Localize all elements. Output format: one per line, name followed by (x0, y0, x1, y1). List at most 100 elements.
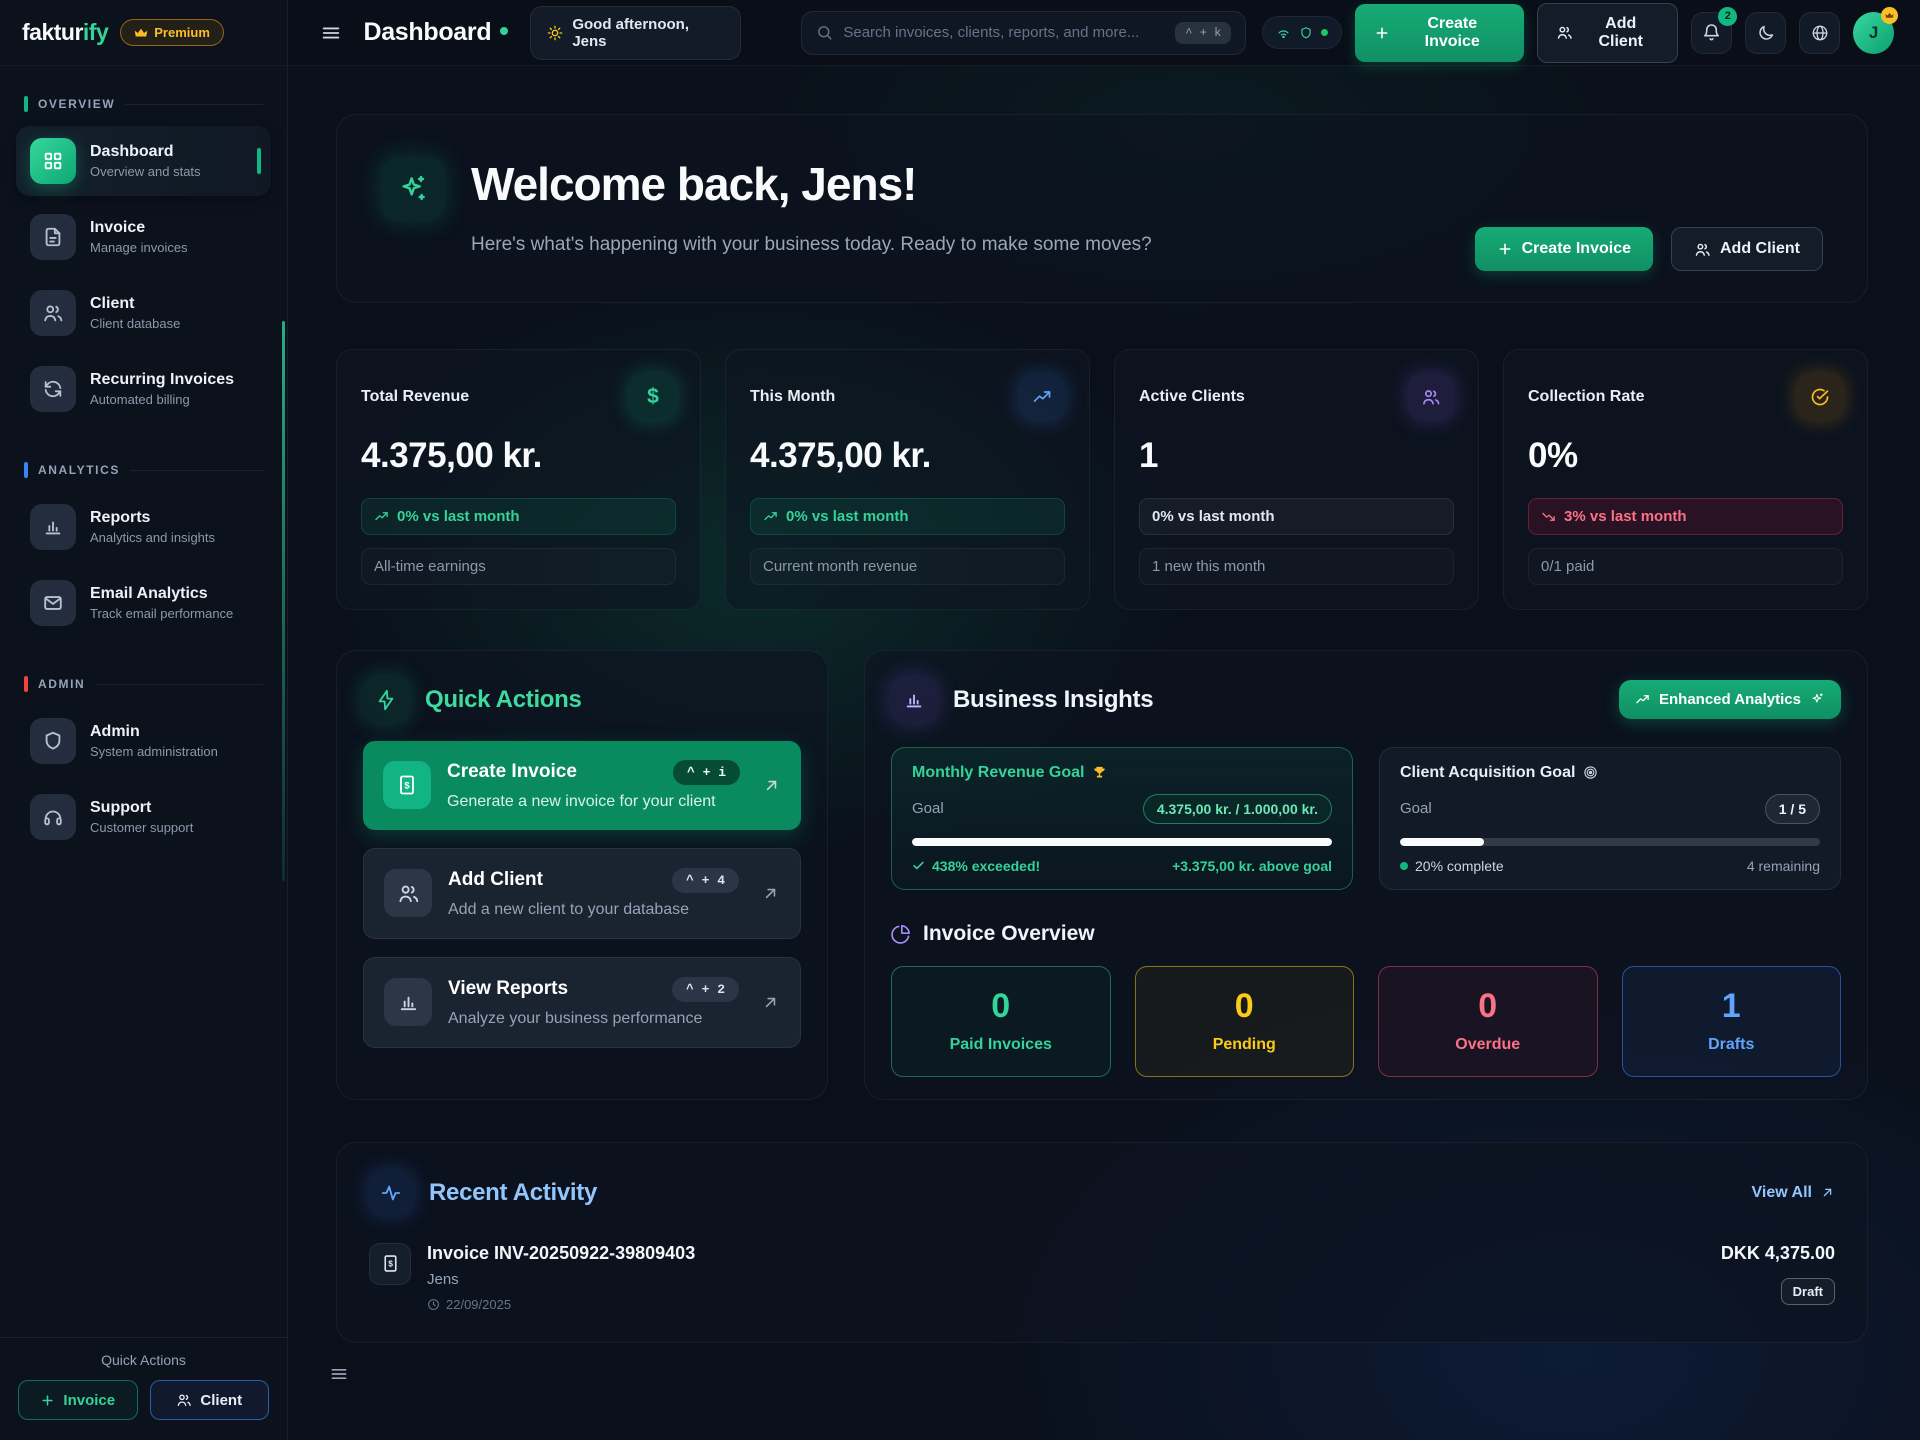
sidebar-scrollbar[interactable] (282, 321, 285, 881)
sidebar-client-button[interactable]: Client (149, 1380, 269, 1420)
crown-icon (134, 26, 148, 40)
enhanced-analytics-button[interactable]: Enhanced Analytics (1619, 680, 1841, 719)
shortcut-kbd: ^ + 2 (671, 976, 739, 1002)
headphones-icon (30, 794, 76, 840)
invoice-overview-drafts[interactable]: 1 Drafts (1621, 965, 1841, 1077)
green-dot (1400, 861, 1408, 870)
svg-text:$: $ (404, 781, 410, 792)
refresh-icon (30, 366, 76, 412)
greeting-pill[interactable]: Good afternoon, Jens (530, 5, 742, 60)
nav-item-title: Recurring Invoices (90, 371, 235, 388)
nav-item-title: Admin (90, 723, 140, 740)
language-button[interactable] (1799, 11, 1841, 54)
brand-name-accent: ify (82, 19, 109, 45)
sidebar-section-overview: OVERVIEW (24, 96, 263, 112)
nav-item-subtitle: Analytics and insights (90, 530, 216, 545)
create-invoice-button[interactable]: Create Invoice (1355, 3, 1525, 62)
sidebar-item-admin[interactable]: Admin System administration (16, 706, 271, 776)
add-client-button[interactable]: Add Client (1537, 2, 1679, 63)
shortcut-kbd: ^ + 4 (671, 867, 739, 893)
nav-item-title: Invoice (90, 219, 146, 236)
stat-card-total-revenue[interactable]: Total Revenue $ 4.375,00 kr. 0% vs last … (336, 348, 701, 610)
bell-icon (1702, 23, 1721, 42)
welcome-create-invoice-button[interactable]: Create Invoice (1474, 227, 1653, 271)
dollar-icon: $ (630, 373, 676, 420)
stat-card-this-month[interactable]: This Month 4.375,00 kr. 0% vs last month… (725, 348, 1090, 610)
sidebar-item-dashboard[interactable]: Dashboard Overview and stats (16, 126, 271, 196)
section-accent-bar (24, 676, 28, 692)
quick-action-create-invoice[interactable]: $ Create Invoice ^ + i Generate a new in… (363, 740, 801, 830)
pie-chart-icon (891, 924, 911, 944)
trend-up-icon (1019, 373, 1065, 420)
notifications-button[interactable]: 2 (1691, 6, 1738, 54)
create-invoice-label: Create Invoice (1424, 14, 1480, 50)
invoice-overview-paid[interactable]: 0 Paid Invoices (891, 965, 1111, 1077)
quick-action-add-client[interactable]: Add Client ^ + 4 Add a new client to you… (363, 847, 801, 939)
activity-item-amount: DKK 4,375.00 (1720, 1242, 1835, 1263)
users-icon (1408, 373, 1454, 420)
sidebar-item-recurring-invoices[interactable]: Recurring Invoices Automated billing (16, 354, 271, 424)
nav-item-subtitle: Client database (90, 316, 181, 331)
bottom-menu-icon[interactable] (322, 1359, 356, 1389)
brand-logo: fakturify (22, 19, 109, 46)
stat-value: 0% (1528, 435, 1578, 475)
welcome-subtitle: Here's what's happening with your busine… (471, 234, 1152, 255)
nav-item-subtitle: Track email performance (90, 606, 234, 621)
invoice-overview-overdue[interactable]: 0 Overdue (1378, 965, 1598, 1077)
search-input[interactable] (843, 24, 1166, 41)
invoice-overview-pending[interactable]: 0 Pending (1134, 965, 1354, 1077)
sidebar-section-analytics: ANALYTICS (24, 462, 263, 478)
users-icon (30, 290, 76, 336)
activity-item-status-badge: Draft (1780, 1277, 1835, 1305)
sidebar-invoice-button[interactable]: Invoice (18, 1380, 138, 1420)
panels-row: Quick Actions $ Create Invoice ^ + i Gen… (336, 649, 1868, 1100)
avatar[interactable]: J (1853, 6, 1899, 54)
crown-icon (1881, 6, 1899, 24)
sidebar-item-reports[interactable]: Reports Analytics and insights (16, 492, 271, 562)
quick-actions-title: Quick Actions (425, 685, 582, 713)
trophy-icon (1092, 765, 1107, 780)
sidebar-header: fakturify Premium (0, 0, 287, 66)
stats-row: Total Revenue $ 4.375,00 kr. 0% vs last … (336, 348, 1868, 610)
sidebar-item-client[interactable]: Client Client database (16, 278, 271, 348)
sidebar: fakturify Premium OVERVIEW Dashboard Ove… (0, 0, 288, 1440)
stat-card-collection-rate[interactable]: Collection Rate 0% 3% vs last month 0/1 … (1503, 348, 1868, 610)
bar-chart-icon (30, 504, 76, 550)
sidebar-invoice-button-label: Invoice (63, 1391, 116, 1409)
users-icon (176, 1392, 192, 1408)
search-bar[interactable]: ^ + k (801, 10, 1247, 55)
stat-value: 4.375,00 kr. (361, 435, 542, 475)
arrow-up-right-icon (1820, 1185, 1835, 1200)
revenue-goal-progress (912, 837, 1332, 846)
sidebar-item-email-analytics[interactable]: Email Analytics Track email performance (16, 568, 271, 638)
theme-toggle-button[interactable] (1745, 11, 1787, 54)
trend-up-icon (763, 509, 778, 524)
nav-item-subtitle: Automated billing (90, 392, 190, 407)
invoice-overview-grid: 0 Paid Invoices 0 Pending 0 Overdue 1 (891, 965, 1841, 1077)
quick-action-view-reports[interactable]: View Reports ^ + 2 Analyze your business… (363, 956, 801, 1048)
sidebar-item-support[interactable]: Support Customer support (16, 782, 271, 852)
users-icon (384, 869, 432, 917)
menu-icon[interactable] (314, 16, 347, 50)
stat-value: 1 (1139, 435, 1158, 475)
sparkles-icon (1810, 692, 1825, 707)
view-all-link[interactable]: View All (1752, 1184, 1835, 1202)
nav-item-title: Client (90, 295, 135, 312)
sidebar-section-admin: ADMIN (24, 676, 263, 692)
svg-text:$: $ (388, 1259, 393, 1269)
online-dot (1321, 29, 1329, 36)
sidebar-item-invoice[interactable]: Invoice Manage invoices (16, 202, 271, 272)
sun-icon (547, 25, 563, 41)
trend-down-icon (1541, 509, 1556, 524)
activity-item[interactable]: $ Invoice INV-20250922-39809403 Jens 22/… (369, 1242, 1835, 1312)
clock-icon (427, 1298, 440, 1311)
stat-value: 4.375,00 kr. (750, 435, 931, 475)
premium-badge[interactable]: Premium (120, 19, 224, 46)
welcome-add-client-button[interactable]: Add Client (1671, 227, 1823, 271)
section-accent-bar (24, 462, 28, 478)
revenue-goal-value: 4.375,00 kr. / 1.000,00 kr. (1142, 793, 1332, 824)
invoice-overview-title: Invoice Overview (923, 921, 1095, 945)
stat-card-active-clients[interactable]: Active Clients 1 0% vs last month 1 new … (1114, 348, 1479, 610)
welcome-title: Welcome back, Jens! (471, 158, 917, 210)
